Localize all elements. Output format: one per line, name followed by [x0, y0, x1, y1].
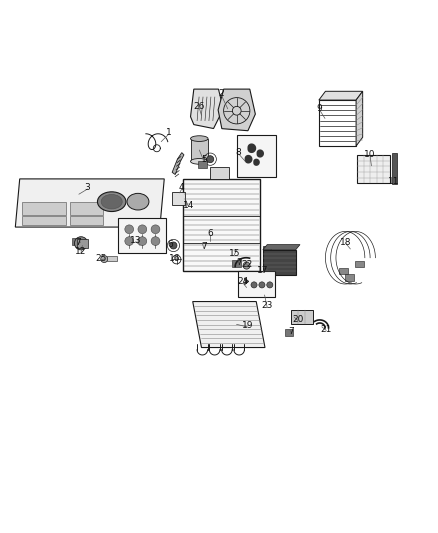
Ellipse shape [127, 193, 149, 210]
Bar [345, 274, 354, 280]
Ellipse shape [101, 195, 122, 209]
Bar [263, 246, 271, 254]
Bar [172, 191, 185, 205]
Circle shape [101, 255, 108, 263]
Circle shape [151, 237, 160, 246]
Text: 7: 7 [236, 257, 242, 266]
Circle shape [251, 282, 257, 288]
Text: 26: 26 [194, 102, 205, 111]
Bar [72, 238, 81, 245]
Text: 10: 10 [364, 150, 376, 159]
Circle shape [259, 282, 265, 288]
Bar [319, 100, 356, 146]
Bar [107, 256, 117, 261]
Circle shape [243, 262, 250, 269]
Polygon shape [257, 149, 264, 158]
Text: 21: 21 [321, 325, 332, 334]
Bar [22, 201, 66, 215]
Text: 2: 2 [219, 89, 224, 98]
Text: 3: 3 [85, 183, 91, 192]
Bar [198, 161, 207, 168]
Polygon shape [263, 245, 300, 250]
Bar [392, 152, 397, 184]
Text: 7: 7 [75, 238, 81, 247]
Bar [237, 135, 276, 177]
Text: 23: 23 [261, 302, 273, 310]
Ellipse shape [191, 136, 208, 141]
Text: 1: 1 [166, 128, 172, 138]
Polygon shape [172, 152, 184, 174]
Text: 22: 22 [242, 260, 253, 269]
Bar [210, 167, 229, 179]
Text: 12: 12 [75, 247, 87, 256]
Polygon shape [218, 89, 255, 131]
Text: 6: 6 [167, 240, 173, 249]
Polygon shape [253, 159, 260, 166]
Bar [357, 155, 390, 183]
Bar [285, 329, 293, 336]
Ellipse shape [191, 158, 208, 164]
Bar [191, 139, 208, 161]
Polygon shape [245, 155, 252, 164]
Ellipse shape [97, 192, 126, 212]
Polygon shape [191, 89, 223, 128]
Bar [263, 250, 296, 275]
Circle shape [151, 225, 160, 233]
Text: 5: 5 [201, 155, 207, 164]
Polygon shape [244, 278, 249, 285]
Text: 11: 11 [389, 176, 400, 185]
Bar [355, 261, 364, 268]
Polygon shape [15, 179, 164, 227]
Text: 15: 15 [229, 249, 240, 258]
Polygon shape [319, 91, 363, 100]
Text: 24: 24 [237, 277, 249, 286]
Bar [118, 219, 166, 253]
Circle shape [170, 242, 177, 249]
Circle shape [74, 237, 88, 250]
Text: 14: 14 [183, 201, 194, 209]
Text: 16: 16 [170, 254, 181, 263]
Bar [339, 268, 348, 274]
Polygon shape [356, 91, 363, 146]
Text: 7: 7 [201, 243, 207, 251]
Polygon shape [247, 143, 256, 153]
Text: 19: 19 [242, 321, 253, 330]
Text: 6: 6 [207, 229, 213, 238]
Bar [70, 216, 103, 225]
Circle shape [125, 237, 134, 246]
Text: 25: 25 [95, 254, 106, 263]
Circle shape [138, 225, 147, 233]
Circle shape [267, 282, 273, 288]
Bar [70, 201, 103, 215]
Text: 9: 9 [317, 104, 323, 114]
Text: 17: 17 [257, 266, 268, 276]
Bar [183, 179, 260, 271]
Circle shape [138, 237, 147, 246]
Circle shape [125, 225, 134, 233]
Polygon shape [193, 302, 265, 348]
Bar [232, 260, 241, 267]
Text: 4: 4 [179, 183, 184, 192]
Circle shape [207, 156, 214, 163]
Text: 18: 18 [340, 238, 352, 247]
Bar [22, 216, 66, 225]
Text: 13: 13 [130, 236, 141, 245]
Text: 7: 7 [288, 327, 294, 336]
Bar [238, 271, 275, 297]
Text: 20: 20 [292, 314, 304, 324]
Bar [77, 239, 88, 248]
Text: 8: 8 [236, 148, 242, 157]
Bar [291, 310, 313, 324]
